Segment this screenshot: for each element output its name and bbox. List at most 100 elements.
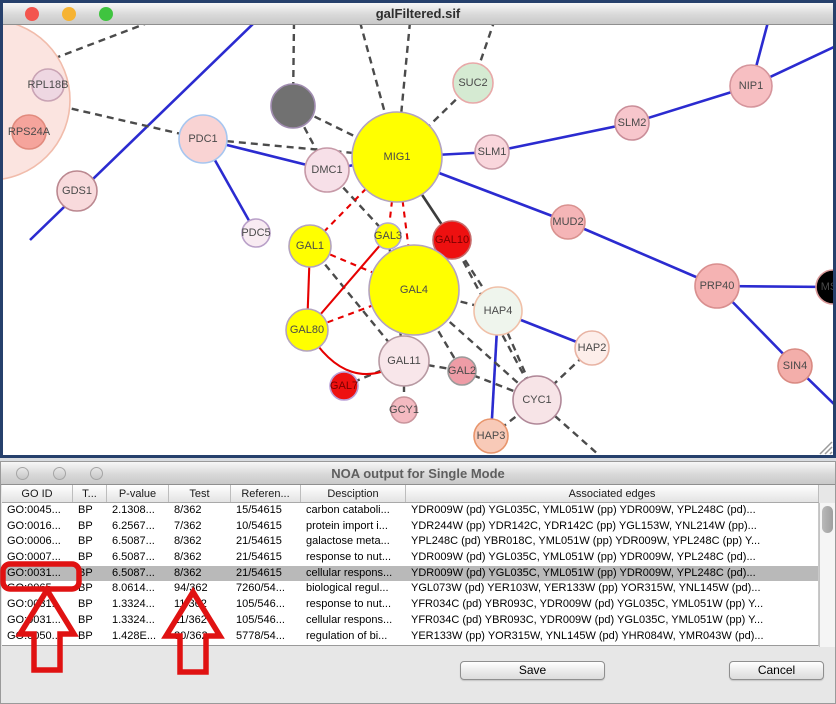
node-label-MSN: MSN	[821, 281, 833, 293]
node-SLM2[interactable]	[614, 105, 650, 141]
table-row[interactable]: GO:0050... BP 1.428E... 80/362 5778/54... reg…	[2, 629, 818, 645]
column-header-3[interactable]: Test	[169, 485, 231, 502]
node-PRP40[interactable]	[694, 263, 740, 309]
table-body: GO:0045... BP 2.1308... 8/362 15/54615 carbon…	[2, 503, 819, 646]
table-cell: GO:0006...	[7, 535, 61, 548]
table-row[interactable]: GO:0031... BP 6.5087... 8/362 21/54615 cellul…	[2, 565, 818, 582]
column-header-5[interactable]: Desciption	[301, 485, 406, 502]
node-HAP4[interactable]	[473, 286, 523, 336]
table-cell: 6.5087...	[112, 551, 155, 564]
table-row[interactable]: GO:0007... BP 6.5087... 8/362 21/54615 respon…	[2, 550, 818, 566]
edge-GAL80-GAL4[interactable]	[306, 289, 415, 331]
node-label-RPS24A: RPS24A	[8, 126, 51, 138]
node-MSN[interactable]	[815, 269, 833, 305]
node-SIN4[interactable]	[777, 348, 813, 384]
node-HAP3[interactable]	[473, 418, 509, 454]
node-NIP1[interactable]	[729, 64, 773, 108]
table-cell: 5778/54...	[236, 629, 285, 642]
table-cell: BP	[78, 535, 93, 548]
table-row[interactable]: GO:0031... BP 1.3324... 11/362 105/546... cel…	[2, 613, 818, 629]
node-GAL2[interactable]	[447, 356, 477, 386]
table-cell: BP	[78, 598, 93, 611]
table-cell: GO:0016...	[7, 519, 61, 532]
table-cell: galactose meta...	[306, 535, 390, 548]
table-cell: YDR009W (pd) YGL035C, YML051W (pp) YDR00…	[411, 504, 756, 516]
close-button-icon[interactable]	[25, 7, 39, 21]
table-cell: YDR244W (pp) YDR142C, YDR142C (pp) YGL15…	[411, 519, 757, 532]
node-GRAY[interactable]	[270, 83, 316, 129]
table-cell: 11/362	[174, 613, 207, 626]
resize-grip[interactable]	[819, 441, 833, 455]
node-SUC2[interactable]	[452, 62, 494, 104]
node-HAP2[interactable]	[574, 330, 610, 366]
node-GDS1[interactable]	[56, 170, 98, 212]
node-PDC5[interactable]	[241, 218, 271, 248]
inactive-close-icon[interactable]	[16, 467, 29, 480]
vertical-scrollbar[interactable]	[819, 503, 835, 647]
column-header-4[interactable]: Referen...	[231, 485, 301, 502]
column-header-0[interactable]: GO ID	[2, 485, 73, 502]
table-row[interactable]: GO:0065... BP 8.0614... 94/362 7260/54... bio…	[2, 581, 818, 597]
table-cell: 7/362	[174, 519, 202, 532]
inactive-minimize-icon[interactable]	[53, 467, 66, 480]
node-label-HAP2: HAP2	[578, 342, 607, 354]
table-row[interactable]: GO:0006... BP 6.5087... 8/362 21/54615 galact…	[2, 534, 818, 550]
node-GAL4[interactable]	[368, 244, 460, 336]
minimize-button-icon[interactable]	[62, 7, 76, 21]
node-label-GAL2: GAL2	[448, 365, 476, 377]
node-GAL1[interactable]	[288, 224, 332, 268]
node-label-GAL11: GAL11	[387, 355, 420, 367]
network-titlebar[interactable]: galFiltered.sif	[3, 3, 833, 25]
table-cell: 1.428E...	[112, 629, 157, 642]
scrollbar-thumb[interactable]	[822, 506, 833, 533]
network-canvas[interactable]: RPL18B RPS24A GDS1 PDC1 DMC1 MIG1 SUC2 SLM1 SLM2…	[3, 25, 833, 455]
network-window: galFiltered.sif RPL18B RPS24A GDS1 PDC1 DMC1…	[0, 0, 836, 458]
node-GAL11[interactable]	[378, 335, 430, 387]
node-GAL80[interactable]	[285, 308, 329, 352]
node-label-PRP40: PRP40	[700, 280, 735, 292]
table-row[interactable]: GO:0031... BP 1.3324... 11/362 105/546... res…	[2, 597, 818, 613]
node-GAL10[interactable]	[432, 220, 472, 260]
node-GAL3[interactable]	[374, 222, 402, 250]
node-DMC1[interactable]	[304, 147, 350, 193]
node-BIG[interactable]	[3, 25, 71, 180]
table-cell: cellular respons...	[306, 566, 393, 579]
node-label-SLM2: SLM2	[618, 117, 647, 129]
column-header-2[interactable]: P-value	[107, 485, 169, 502]
node-CYC1[interactable]	[512, 375, 562, 425]
noa-window-title: NOA output for Single Mode	[331, 466, 505, 481]
node-label-GAL1: GAL1	[296, 240, 324, 252]
edge-SLM1-SLM2[interactable]	[491, 121, 633, 154]
node-RPL18B[interactable]	[31, 68, 65, 102]
zoom-button-icon[interactable]	[99, 7, 113, 21]
node-PDC1[interactable]	[178, 114, 228, 164]
edge-border-border[interactable]	[49, 25, 150, 62]
node-RPS24A[interactable]	[11, 114, 47, 150]
noa-window: NOA output for Single Mode GO ID T... P-va…	[0, 461, 836, 704]
cancel-button[interactable]: Cancel	[729, 661, 824, 680]
column-header-1[interactable]: T...	[73, 485, 107, 502]
edge-border-GRAY[interactable]	[291, 25, 296, 107]
table-cell: 8/362	[174, 535, 202, 548]
inactive-zoom-icon[interactable]	[90, 467, 103, 480]
node-MUD2[interactable]	[550, 204, 586, 240]
table-cell: 21/54615	[236, 566, 282, 579]
edge-SUC2-border[interactable]	[471, 25, 495, 84]
table-cell: GO:0050...	[7, 629, 61, 642]
edge-GAL1-GAL4[interactable]	[309, 245, 415, 291]
save-button[interactable]: Save	[460, 661, 605, 680]
node-GCY1[interactable]	[390, 396, 418, 424]
node-label-MUD2: MUD2	[552, 216, 583, 228]
table-row[interactable]: GO:0045... BP 2.1308... 8/362 15/54615 carbon…	[2, 503, 818, 519]
node-SLM1[interactable]	[474, 134, 510, 170]
node-GAL7[interactable]	[329, 371, 359, 401]
column-header-6[interactable]: Associated edges	[406, 485, 819, 502]
table-row[interactable]: GO:0016... BP 6.2567... 7/362 10/54615 protei…	[2, 519, 818, 535]
noa-titlebar[interactable]: NOA output for Single Mode	[1, 462, 835, 485]
node-MIG1[interactable]	[351, 111, 443, 203]
edge-MUD2-PRP40[interactable]	[567, 220, 718, 288]
table-cell: GO:0065...	[7, 582, 61, 595]
table-cell: YFR034C (pd) YBR093C, YDR009W (pd) YGL03…	[411, 613, 764, 626]
table-header: GO ID T... P-value Test Referen... Desciption…	[2, 485, 819, 503]
